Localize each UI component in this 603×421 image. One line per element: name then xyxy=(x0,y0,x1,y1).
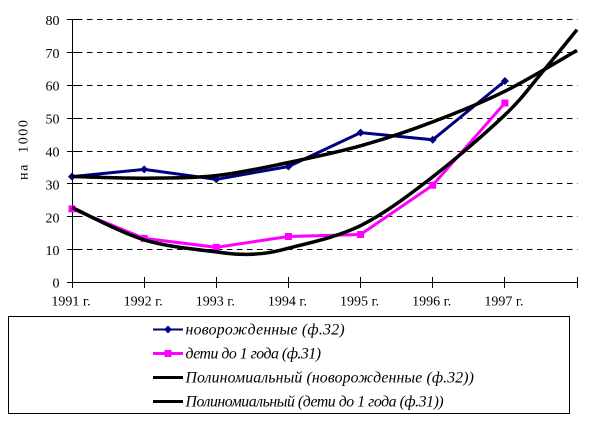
svg-text:1996 г.: 1996 г. xyxy=(412,295,451,310)
svg-text:40: 40 xyxy=(46,146,60,161)
svg-text:0: 0 xyxy=(53,277,60,292)
svg-text:1994 г.: 1994 г. xyxy=(268,295,307,310)
svg-text:80: 80 xyxy=(46,14,60,29)
svg-text:Полиномиальный (новорожденные: Полиномиальный (новорожденные (ф.32)) xyxy=(185,370,475,387)
svg-text:1995 г.: 1995 г. xyxy=(340,295,379,310)
svg-text:20: 20 xyxy=(46,211,60,226)
svg-text:50: 50 xyxy=(46,113,60,128)
svg-text:30: 30 xyxy=(46,178,60,193)
svg-text:новорожденные (ф.32): новорожденные (ф.32) xyxy=(186,322,345,339)
svg-text:на 1000: на 1000 xyxy=(17,118,32,180)
svg-text:1997 г.: 1997 г. xyxy=(484,295,523,310)
svg-text:1993 г.: 1993 г. xyxy=(196,295,235,310)
svg-text:1991 г.: 1991 г. xyxy=(51,295,90,310)
svg-text:дети до 1 года (ф.31): дети до 1 года (ф.31) xyxy=(186,346,321,363)
svg-text:10: 10 xyxy=(46,244,60,259)
svg-text:70: 70 xyxy=(46,47,60,62)
svg-text:60: 60 xyxy=(46,80,60,95)
svg-text:Полиномиальный (дети до 1 года: Полиномиальный (дети до 1 года (ф.31)) xyxy=(185,394,444,411)
svg-text:1992 г.: 1992 г. xyxy=(124,295,163,310)
